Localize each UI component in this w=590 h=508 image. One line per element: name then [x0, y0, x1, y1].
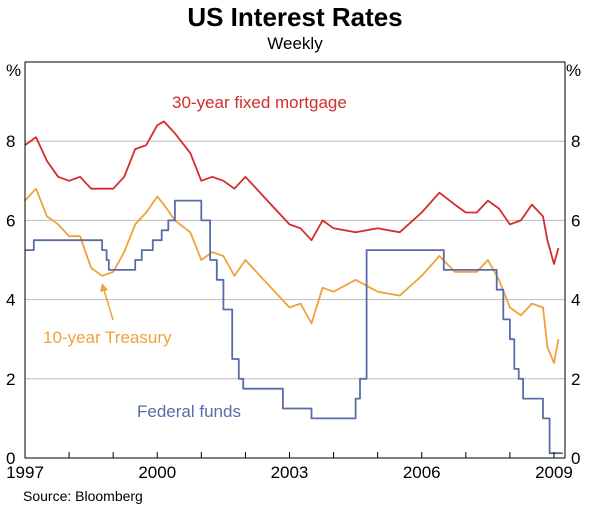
treasury-arrow-head [100, 283, 108, 292]
x-axis-ticks: 1997 2000 2003 2006 2009 [6, 452, 573, 482]
y-tick-left-0: 0 [6, 449, 15, 468]
x-tick-label-2006: 2006 [403, 463, 441, 482]
chart-title: US Interest Rates [187, 2, 402, 32]
y-unit-right: % [566, 61, 581, 80]
y-unit-left: % [6, 61, 21, 80]
y-tick-left-2: 2 [6, 370, 15, 389]
series-label-mortgage: 30-year fixed mortgage [172, 93, 347, 112]
y-tick-right-2: 2 [571, 370, 580, 389]
gridlines [25, 140, 565, 380]
y-tick-right-6: 6 [571, 211, 580, 230]
chart-subtitle: Weekly [267, 34, 323, 53]
y-tick-right-8: 8 [571, 132, 580, 151]
treasury-arrow-line [103, 289, 114, 321]
x-tick-label-1997: 1997 [6, 463, 44, 482]
x-tick-label-2009: 2009 [535, 463, 573, 482]
series-line-federal-funds [25, 199, 563, 455]
series-label-treasury: 10-year Treasury [43, 328, 172, 347]
y-tick-left-4: 4 [6, 291, 15, 310]
plot-frame [24, 61, 566, 459]
series-label-fedfunds: Federal funds [137, 402, 241, 421]
x-tick-label-2003: 2003 [271, 463, 309, 482]
y-tick-left-6: 6 [6, 211, 15, 230]
x-tick-label-2000: 2000 [138, 463, 176, 482]
y-tick-left-8: 8 [6, 132, 15, 151]
source-note: Source: Bloomberg [23, 488, 143, 504]
y-axis-ticks: 0 0 2 2 4 4 6 6 8 8 [6, 132, 580, 468]
y-tick-right-0: 0 [571, 449, 580, 468]
y-tick-right-4: 4 [571, 291, 580, 310]
series-line-30-year-fixed-mortgage [24, 120, 560, 265]
series-lines [24, 120, 563, 455]
